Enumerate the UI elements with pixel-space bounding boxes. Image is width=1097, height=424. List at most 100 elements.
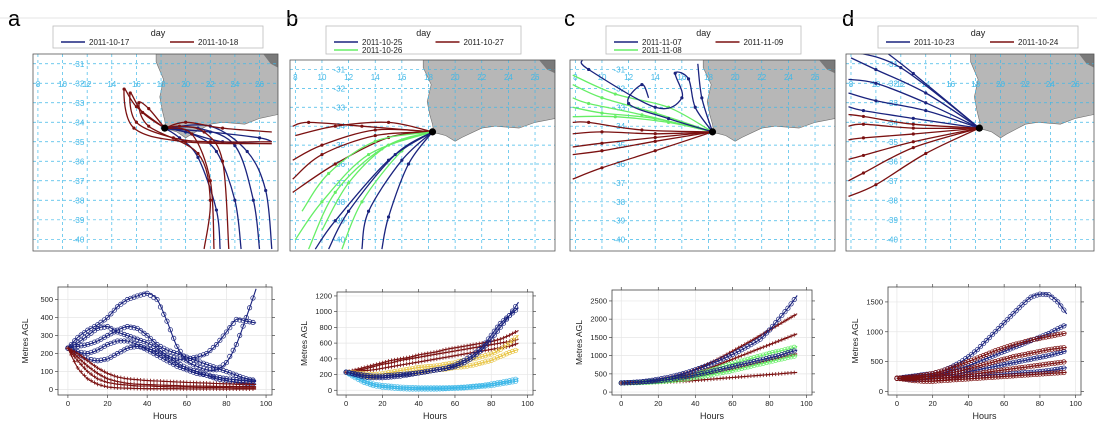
series-marker: [714, 359, 720, 365]
series-marker: [739, 353, 744, 358]
lat-tick: -33: [333, 103, 345, 112]
legend-title: day: [151, 28, 166, 38]
series-marker: [128, 381, 133, 386]
series-marker: [711, 371, 717, 377]
series-marker: [745, 343, 751, 349]
series-marker: [773, 340, 778, 345]
series-marker: [782, 318, 787, 323]
lon-tick: 22: [206, 80, 215, 89]
series-marker: [1025, 338, 1031, 344]
series-marker: [82, 366, 87, 371]
series-marker: [720, 356, 726, 362]
series-marker: [85, 369, 90, 374]
trajectory-point: [924, 151, 928, 156]
series-marker: [456, 348, 461, 353]
series-marker: [1034, 355, 1040, 361]
series-marker: [500, 380, 506, 387]
series-marker: [111, 307, 117, 313]
series-marker: [776, 339, 781, 344]
series-marker: [1004, 317, 1010, 323]
series-marker: [773, 357, 779, 363]
series-marker: [476, 384, 482, 390]
source-point: [708, 128, 717, 136]
series-marker: [128, 324, 134, 330]
series-marker: [1010, 354, 1016, 360]
series-marker: [98, 319, 104, 325]
series-marker: [377, 363, 382, 368]
series-marker: [114, 338, 120, 344]
series-marker: [939, 368, 945, 374]
series-marker: [733, 356, 738, 361]
series-marker: [376, 375, 383, 381]
series-marker: [479, 353, 485, 360]
series-marker: [379, 384, 385, 390]
series-marker: [1052, 360, 1058, 366]
series-marker: [404, 362, 409, 367]
series-marker: [695, 371, 702, 377]
trajectory-point: [132, 126, 136, 130]
trajectory-point: [587, 120, 591, 125]
series-marker: [407, 384, 413, 391]
series-line: [67, 288, 257, 372]
series-marker: [224, 381, 229, 386]
series-marker: [494, 324, 500, 330]
series-marker: [1052, 370, 1058, 376]
lon-tick: 14: [651, 73, 660, 82]
series-marker: [198, 386, 203, 391]
series-marker: [434, 363, 440, 369]
series-marker: [401, 357, 406, 362]
series-marker: [434, 367, 440, 373]
series-marker: [443, 350, 448, 355]
series-marker: [115, 385, 120, 390]
series-marker: [217, 337, 223, 343]
series-marker: [135, 377, 140, 382]
trajectory-line: [294, 131, 433, 241]
trajectory-line: [572, 115, 713, 133]
trajectory-point: [214, 149, 219, 154]
series-marker: [977, 344, 983, 350]
series-marker: [131, 335, 137, 341]
series-marker: [1052, 327, 1058, 333]
series-marker: [1049, 329, 1055, 335]
series-marker: [382, 384, 389, 390]
series-marker: [708, 369, 714, 375]
series-marker: [476, 347, 482, 353]
series-marker: [72, 344, 78, 350]
series-marker: [683, 374, 689, 380]
series-marker: [385, 374, 392, 380]
series-marker: [739, 358, 745, 364]
series-marker: [240, 323, 246, 329]
series-marker: [95, 322, 101, 328]
series-marker: [789, 315, 794, 320]
series-marker: [213, 365, 220, 371]
series-marker: [773, 320, 779, 326]
series-marker: [1043, 292, 1049, 298]
legend: day 2011-10-25 2011-10-27 2011-10-26: [325, 25, 522, 55]
lat-tick: -39: [613, 217, 625, 226]
legend: day 2011-10-17 2011-10-18: [52, 25, 264, 49]
trajectory-point: [653, 139, 657, 143]
series-marker: [145, 382, 150, 387]
series-marker: [977, 354, 983, 360]
series-marker: [237, 382, 242, 387]
series-marker: [495, 346, 500, 351]
series-marker: [1016, 365, 1022, 371]
x-tick-label: 80: [765, 399, 773, 408]
series-marker: [148, 386, 153, 391]
series-marker: [482, 383, 488, 389]
series-marker: [197, 364, 203, 370]
series-marker: [785, 305, 791, 311]
series-marker: [509, 337, 516, 343]
series-marker: [247, 387, 252, 392]
series-marker: [473, 384, 479, 390]
series-marker: [124, 333, 130, 339]
series-marker: [187, 366, 193, 372]
map-content: 8101214161820222426-31-32-33-34-35-36-37…: [846, 54, 1094, 251]
series-marker: [188, 386, 193, 391]
series-marker: [234, 382, 239, 387]
trajectory-point: [600, 111, 604, 115]
series-marker: [702, 364, 708, 370]
lon-tick: 22: [1021, 80, 1030, 89]
series-marker: [992, 374, 998, 380]
series-marker: [464, 363, 470, 369]
